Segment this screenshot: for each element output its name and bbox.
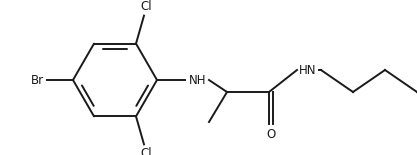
Text: HN: HN (299, 64, 317, 77)
Text: Cl: Cl (140, 0, 152, 13)
Text: Cl: Cl (140, 147, 152, 155)
Text: O: O (266, 128, 276, 141)
Text: NH: NH (189, 73, 206, 86)
Text: Br: Br (31, 73, 44, 86)
